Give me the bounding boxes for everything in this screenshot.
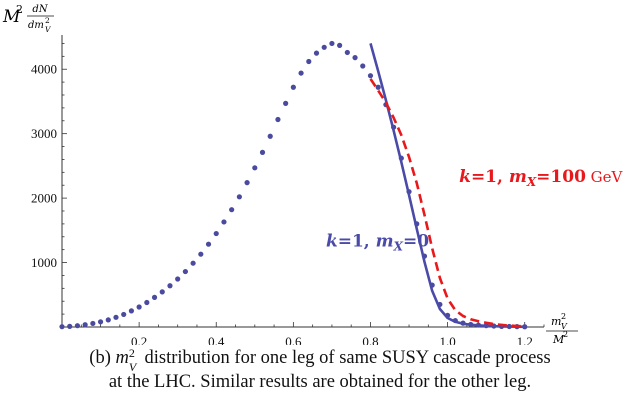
x-axis-label: m 2 V M 2 (546, 312, 578, 345)
data-point (344, 49, 350, 56)
data-point (337, 42, 343, 48)
ylabel-denominator-sub: V (45, 25, 52, 34)
ann-blue-eq2: =0 (403, 231, 429, 251)
data-point (67, 323, 73, 329)
data-point (151, 294, 158, 300)
ann-red-m: m (509, 167, 527, 187)
y-axis-label: M 2 dN dm 2 V (2, 3, 54, 34)
data-point (82, 322, 88, 328)
ylabel-denominator-exp: 2 (45, 16, 50, 25)
ann-red-sub: X (526, 175, 537, 189)
ann-blue-sub: X (393, 239, 404, 253)
data-point (167, 283, 173, 289)
data-point (175, 276, 181, 282)
x-tick-label: 0.4 (208, 334, 225, 345)
data-point (306, 58, 312, 65)
caption-prefix: (b) (89, 348, 116, 368)
ylabel-m: M (2, 7, 21, 27)
ann-blue-k: k (326, 231, 338, 251)
data-point (113, 314, 119, 320)
data-point (236, 194, 242, 200)
xlabel-denominator: M (552, 333, 565, 345)
data-point (213, 230, 219, 237)
data-point (144, 299, 150, 306)
data-point (105, 317, 111, 323)
data-point (352, 55, 358, 61)
ann-red-eq2: =100 (536, 167, 586, 187)
data-point (136, 304, 142, 310)
ann-red-eq1: =1, (471, 167, 509, 187)
data-point (198, 251, 204, 257)
data-point (90, 320, 96, 327)
x-tick-label: 1.0 (439, 334, 455, 345)
y-tick-label: 1000 (31, 255, 57, 270)
series-line-mx100 (369, 78, 525, 328)
data-point (244, 180, 250, 186)
data-point (159, 289, 165, 295)
data-point (74, 323, 81, 329)
x-tick-label: 0.2 (131, 334, 147, 345)
data-point (321, 44, 327, 50)
caption-line-2: at the LHC. Similar results are obtained… (108, 372, 532, 392)
x-tick-label: 0.8 (362, 334, 378, 345)
axes: 0.2 0.4 0.6 0.8 1.0 1.2 1000 2000 3000 4000 (31, 35, 545, 345)
ann-blue-m: m (376, 231, 394, 251)
data-point (221, 219, 227, 225)
ylabel-exp: 2 (16, 3, 23, 16)
xlabel-numerator-exp: 2 (561, 312, 566, 321)
ann-red-k: k (459, 167, 471, 187)
data-point (298, 70, 304, 76)
y-tick-label: 2000 (31, 191, 57, 206)
data-point (267, 133, 273, 139)
caption-symbol: m (115, 348, 129, 368)
data-point (229, 207, 235, 213)
annotation-blue-curve: k=1, mX=0 (326, 231, 429, 253)
data-point (290, 84, 296, 90)
data-point (259, 149, 266, 155)
ann-red-unit: GeV (586, 168, 624, 186)
data-point (313, 50, 320, 56)
data-point (375, 84, 381, 90)
data-point (205, 241, 212, 247)
data-point (182, 268, 188, 275)
data-point (360, 63, 366, 69)
data-point (329, 40, 335, 47)
caption-symbol-exp: 2 (128, 346, 135, 360)
y-tick-label: 4000 (31, 62, 57, 77)
series-line-mx0 (369, 43, 525, 329)
ann-blue-eq1: =1, (338, 231, 376, 251)
xlabel-numerator: m (551, 315, 561, 328)
xlabel-denominator-exp: 2 (563, 330, 568, 339)
data-point (252, 165, 258, 171)
data-point (367, 73, 374, 79)
y-tick-label: 3000 (31, 126, 57, 141)
ylabel-denominator: dm (28, 20, 44, 31)
data-point (121, 311, 127, 318)
data-point (275, 116, 281, 123)
data-point (283, 100, 289, 106)
caption-symbol-sub: V (128, 360, 137, 374)
chart: 0.2 0.4 0.6 0.8 1.0 1.2 1000 2000 3000 4000 M 2 d… (2, 3, 624, 345)
data-point (59, 324, 65, 330)
chart-marks (59, 40, 528, 330)
ylabel-numerator: dN (32, 4, 48, 15)
xlabel-numerator-sub: V (561, 322, 568, 331)
data-point (128, 308, 135, 314)
annotation-red-curve: k=1, mX=100 GeV (459, 167, 623, 189)
x-tick-label: 1.2 (517, 334, 533, 345)
caption-line-1-text: distribution for one leg of same SUSY ca… (139, 348, 551, 368)
data-point (190, 260, 196, 266)
x-tick-label: 0.6 (285, 334, 302, 345)
data-point (97, 319, 104, 325)
